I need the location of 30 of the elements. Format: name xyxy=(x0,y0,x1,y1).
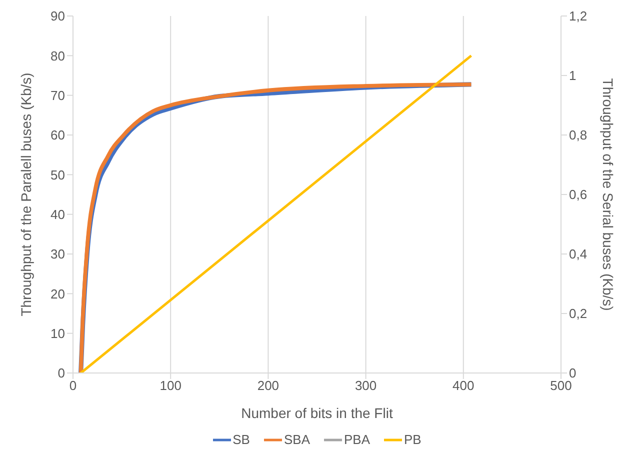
y-tick-label: 80 xyxy=(50,48,65,64)
legend-label: SB xyxy=(232,432,250,447)
y2-tick-label: 0 xyxy=(569,366,576,381)
y-tick-label: 0 xyxy=(58,366,65,381)
x-axis-title: Number of bits in the Flit xyxy=(241,405,393,421)
y2-tick-label: 0,8 xyxy=(569,128,588,143)
x-tick-label: 400 xyxy=(452,378,474,394)
y-tick-label: 70 xyxy=(50,88,65,103)
x-tick-label: 100 xyxy=(160,378,182,394)
x-tick-label: 300 xyxy=(354,378,377,394)
x-tick-label: 0 xyxy=(69,378,77,394)
x-tick-label: 200 xyxy=(257,378,280,394)
legend-label: PBA xyxy=(343,432,370,447)
y-tick-label: 90 xyxy=(50,8,65,24)
y2-tick-label: 0,4 xyxy=(569,246,588,262)
y2-tick-label: 0,2 xyxy=(569,306,588,322)
x-tick-label: 500 xyxy=(550,378,572,394)
y2-tick-label: 0,6 xyxy=(569,187,588,202)
y-tick-label: 50 xyxy=(50,167,65,182)
legend-label: PB xyxy=(403,432,422,447)
y-tick-label: 20 xyxy=(50,286,65,302)
y-tick-label: 30 xyxy=(50,246,65,262)
y-tick-label: 40 xyxy=(50,206,65,222)
y2-tick-label: 1 xyxy=(569,68,576,84)
y2-axis-title: Throughput of the Serial buses (Kb/s) xyxy=(600,78,616,311)
legend-label: SBA xyxy=(282,432,310,447)
y2-tick-label: 1,2 xyxy=(569,8,588,24)
y-axis-title: Throughput of the Paralell buses (Kb/s) xyxy=(18,72,34,316)
y-tick-label: 60 xyxy=(50,128,65,143)
y-tick-label: 10 xyxy=(50,326,65,341)
